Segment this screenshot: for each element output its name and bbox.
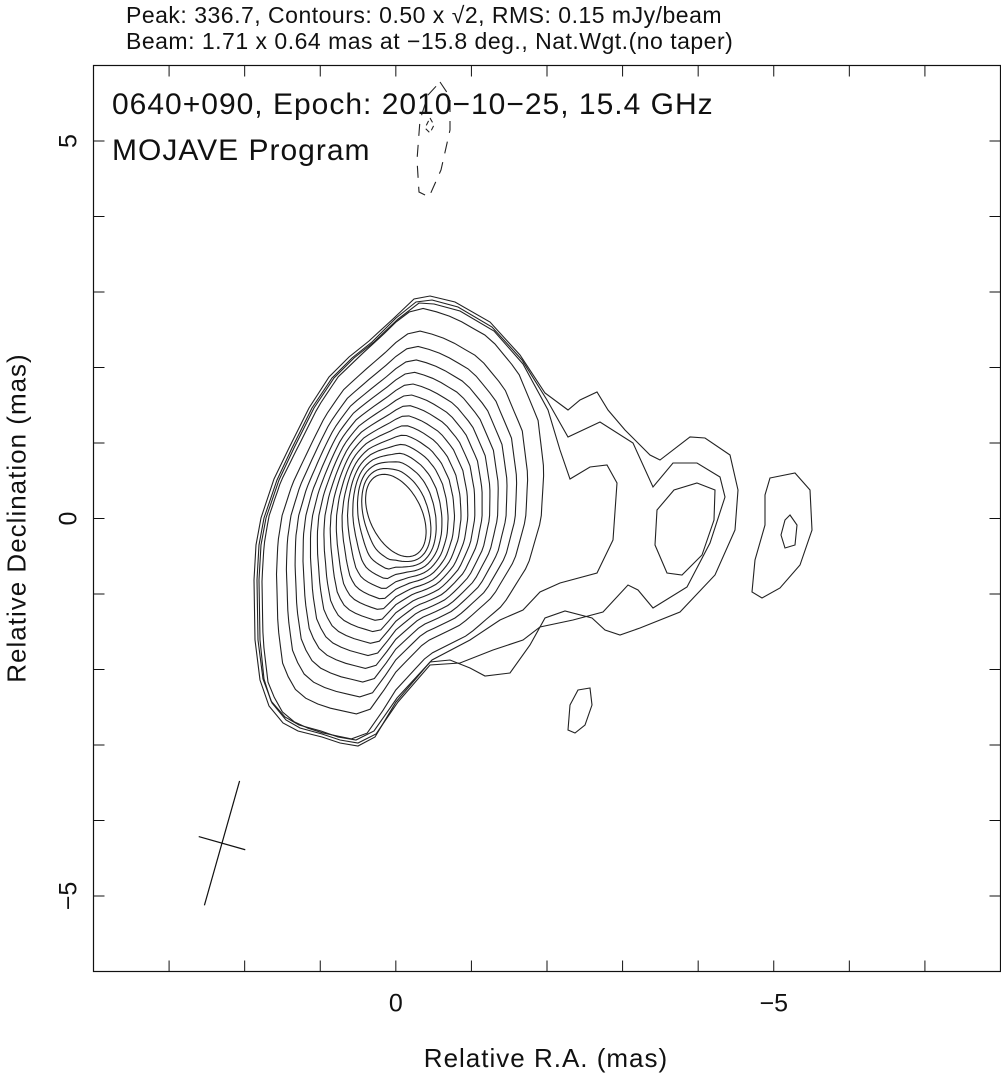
- contour-line: [341, 434, 456, 600]
- contour-line: [253, 295, 739, 747]
- x-tick-label-minus5: −5: [759, 990, 788, 1018]
- contours: [253, 81, 813, 747]
- program-label: MOJAVE Program: [112, 134, 371, 167]
- x-tick-label-0: 0: [389, 990, 403, 1018]
- y-tick-label-5: 5: [55, 134, 83, 148]
- plot-frame: [92, 64, 1001, 973]
- contour-island: [567, 687, 593, 734]
- y-axis-label: Relative Declination (mas): [1, 353, 32, 683]
- header-beam-info: Beam: 1.71 x 0.64 mas at −15.8 deg., Nat…: [126, 28, 734, 54]
- contour-line: [346, 443, 449, 589]
- contour-line: [365, 473, 427, 558]
- x-axis-label: Relative R.A. (mas): [423, 1043, 669, 1073]
- contour-line: [258, 302, 618, 741]
- contour-line: [294, 359, 508, 683]
- axis-ticks: [93, 65, 1001, 972]
- contour-line: [309, 383, 491, 657]
- contour-line: [361, 467, 432, 563]
- beam-minor-axis: [198, 835, 246, 851]
- source-epoch-label: 0640+090, Epoch: 2010−10−25, 15.4 GHz: [112, 88, 714, 121]
- y-tick-label-0: 0: [55, 512, 83, 526]
- negative-contour: [416, 81, 451, 198]
- contour-line: [285, 345, 518, 698]
- header-peak-contours-rms: Peak: 336.7, Contours: 0.50 x √2, RMS: 0…: [126, 2, 723, 28]
- contour-line: [352, 452, 443, 580]
- contour-island: [654, 482, 716, 576]
- contour-line: [256, 299, 726, 744]
- contour-line: [329, 415, 469, 621]
- contour-line: [335, 425, 462, 610]
- negative-contour: [424, 116, 435, 134]
- contour-line: [316, 394, 483, 644]
- contour-line: [302, 371, 499, 669]
- contour-line: [261, 307, 545, 740]
- contour-island: [780, 514, 798, 549]
- contour-island: [751, 472, 813, 599]
- contour-line: [323, 405, 476, 633]
- contour-line: [356, 461, 437, 570]
- beam-cross: [198, 780, 246, 906]
- contour-line: [275, 330, 529, 715]
- y-tick-label-minus5: −5: [55, 882, 83, 911]
